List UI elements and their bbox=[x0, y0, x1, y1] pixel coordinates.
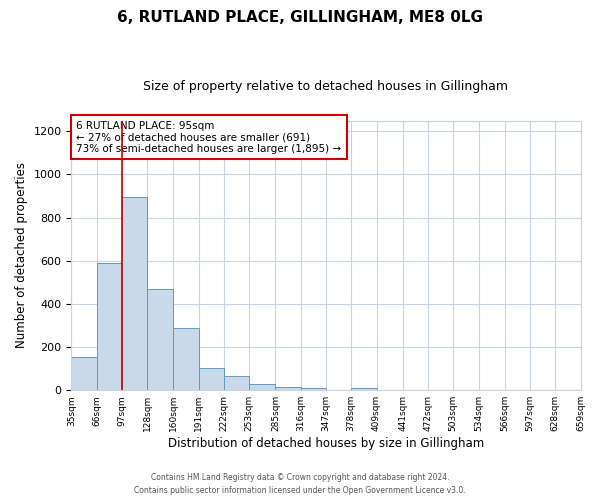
Text: 6 RUTLAND PLACE: 95sqm
← 27% of detached houses are smaller (691)
73% of semi-de: 6 RUTLAND PLACE: 95sqm ← 27% of detached… bbox=[76, 120, 341, 154]
Bar bbox=[71, 357, 97, 390]
Bar bbox=[122, 197, 147, 390]
Bar bbox=[351, 388, 377, 390]
Title: Size of property relative to detached houses in Gillingham: Size of property relative to detached ho… bbox=[143, 80, 508, 93]
Bar bbox=[301, 388, 326, 390]
Text: 6, RUTLAND PLACE, GILLINGHAM, ME8 0LG: 6, RUTLAND PLACE, GILLINGHAM, ME8 0LG bbox=[117, 10, 483, 25]
Bar bbox=[224, 376, 249, 390]
Bar bbox=[97, 263, 122, 390]
Bar bbox=[275, 387, 301, 390]
Y-axis label: Number of detached properties: Number of detached properties bbox=[15, 162, 28, 348]
Bar bbox=[249, 384, 275, 390]
X-axis label: Distribution of detached houses by size in Gillingham: Distribution of detached houses by size … bbox=[168, 437, 484, 450]
Bar bbox=[147, 289, 173, 390]
Text: Contains HM Land Registry data © Crown copyright and database right 2024.
Contai: Contains HM Land Registry data © Crown c… bbox=[134, 473, 466, 495]
Bar bbox=[199, 368, 224, 390]
Bar bbox=[173, 328, 199, 390]
